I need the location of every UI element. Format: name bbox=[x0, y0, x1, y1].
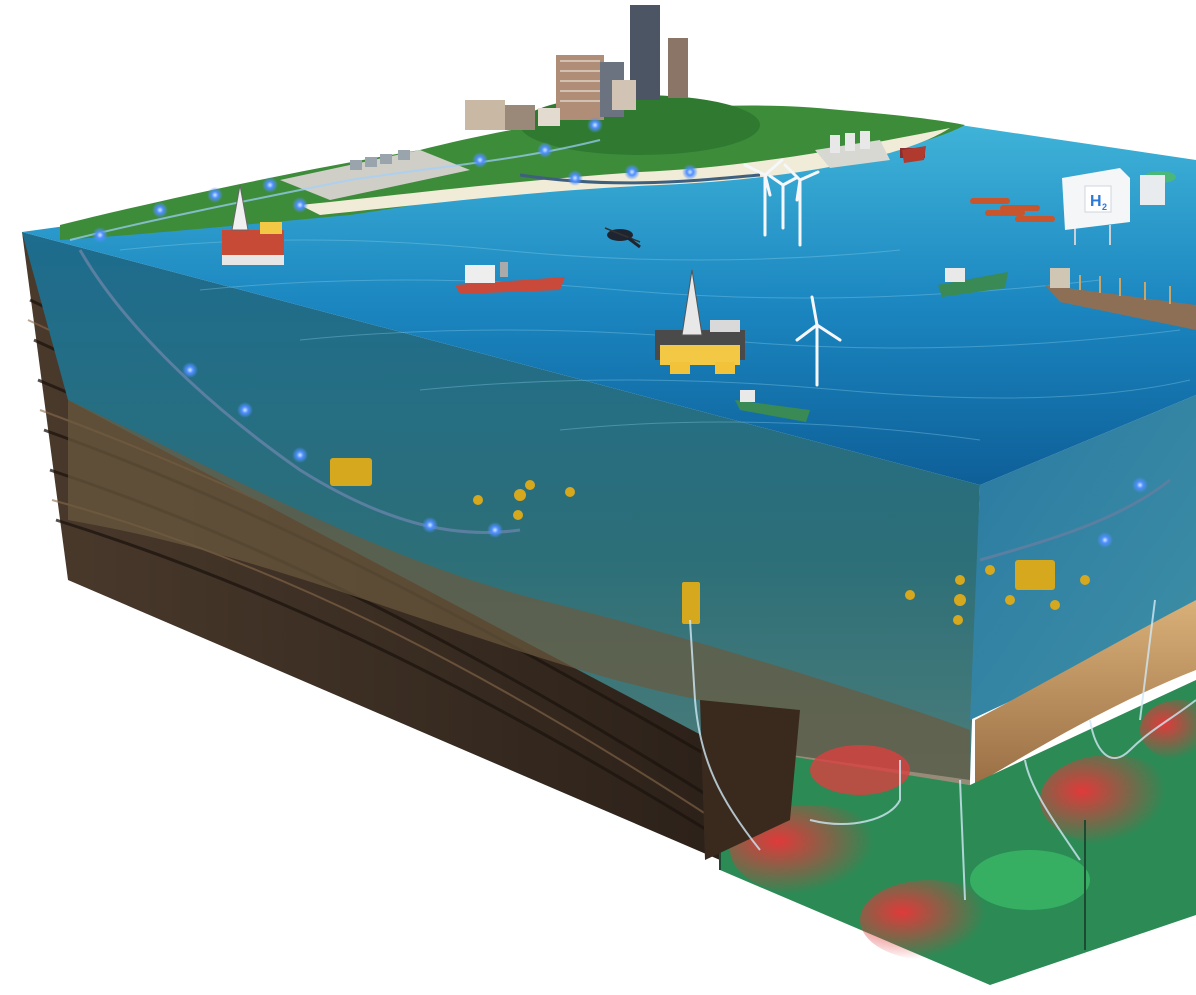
right-water-face bbox=[970, 395, 1196, 785]
wind-turbine bbox=[768, 174, 798, 230]
hydrogen-subscript: 2 bbox=[1102, 202, 1107, 212]
drilling-rigs bbox=[222, 184, 745, 374]
fpso-vessel bbox=[1045, 268, 1196, 330]
subsea-infrastructure bbox=[330, 458, 1090, 625]
reservoir-model bbox=[700, 680, 1196, 985]
wind-turbine bbox=[783, 163, 820, 247]
supply-vessel bbox=[902, 146, 926, 163]
onshore-processing-plant bbox=[280, 150, 470, 200]
helicopter bbox=[604, 227, 641, 249]
supply-vessel bbox=[455, 262, 565, 294]
hose-buoys bbox=[970, 198, 1055, 222]
hydrogen-platform: H 2 bbox=[1062, 168, 1176, 245]
hydrogen-label: H bbox=[1090, 193, 1102, 210]
supply-vessel bbox=[938, 268, 1008, 297]
city-skyline bbox=[465, 5, 688, 130]
wind-turbine bbox=[795, 295, 842, 387]
jackup-rig bbox=[222, 184, 284, 265]
front-water-face bbox=[22, 232, 980, 785]
pipeline-nodes bbox=[92, 117, 1148, 548]
wind-turbine bbox=[743, 158, 784, 237]
pipelines bbox=[69, 117, 1171, 562]
supply-vessel bbox=[735, 390, 810, 422]
semisub-rig bbox=[655, 269, 745, 374]
supply-vessels bbox=[455, 146, 1008, 422]
well-paths bbox=[689, 599, 1196, 901]
offshore-wind-turbines bbox=[743, 158, 842, 387]
